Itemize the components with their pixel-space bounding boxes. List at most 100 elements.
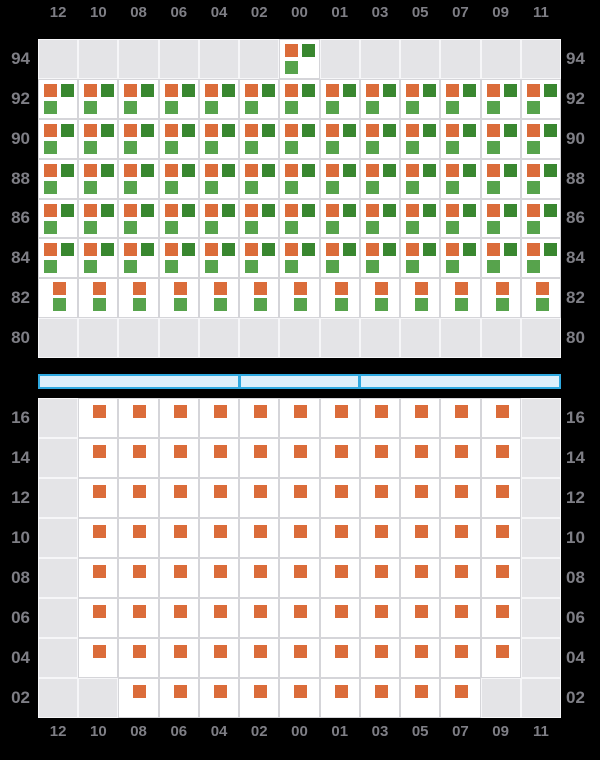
- cell-88-04[interactable]: [199, 159, 239, 199]
- cell-16-04[interactable]: [199, 398, 239, 438]
- cell-10-01[interactable]: [320, 518, 360, 558]
- cell-86-06[interactable]: [159, 199, 199, 239]
- cell-86-04[interactable]: [199, 199, 239, 239]
- cell-90-08[interactable]: [118, 119, 158, 159]
- cell-88-01[interactable]: [320, 159, 360, 199]
- cell-16-07[interactable]: [440, 398, 480, 438]
- cell-90-10[interactable]: [78, 119, 118, 159]
- cell-08-07[interactable]: [440, 558, 480, 598]
- cell-84-04[interactable]: [199, 238, 239, 278]
- slider-segment-divider[interactable]: [238, 374, 241, 389]
- cell-06-01[interactable]: [320, 598, 360, 638]
- cell-82-04[interactable]: [199, 278, 239, 318]
- cell-80-08[interactable]: [118, 318, 158, 358]
- cell-08-12[interactable]: [38, 558, 78, 598]
- cell-90-12[interactable]: [38, 119, 78, 159]
- cell-90-07[interactable]: [440, 119, 480, 159]
- cell-92-08[interactable]: [118, 79, 158, 119]
- cell-08-09[interactable]: [481, 558, 521, 598]
- cell-94-10[interactable]: [78, 39, 118, 79]
- cell-10-09[interactable]: [481, 518, 521, 558]
- cell-86-11[interactable]: [521, 199, 561, 239]
- cell-04-02[interactable]: [239, 638, 279, 678]
- cell-92-05[interactable]: [400, 79, 440, 119]
- cell-82-09[interactable]: [481, 278, 521, 318]
- cell-08-05[interactable]: [400, 558, 440, 598]
- cell-86-03[interactable]: [360, 199, 400, 239]
- cell-88-10[interactable]: [78, 159, 118, 199]
- cell-12-10[interactable]: [78, 478, 118, 518]
- cell-04-04[interactable]: [199, 638, 239, 678]
- cell-80-06[interactable]: [159, 318, 199, 358]
- cell-92-02[interactable]: [239, 79, 279, 119]
- cell-08-11[interactable]: [521, 558, 561, 598]
- cell-14-12[interactable]: [38, 438, 78, 478]
- cell-12-12[interactable]: [38, 478, 78, 518]
- cell-88-03[interactable]: [360, 159, 400, 199]
- cell-90-01[interactable]: [320, 119, 360, 159]
- cell-90-02[interactable]: [239, 119, 279, 159]
- cell-10-11[interactable]: [521, 518, 561, 558]
- cell-84-03[interactable]: [360, 238, 400, 278]
- cell-04-07[interactable]: [440, 638, 480, 678]
- cell-84-00[interactable]: [279, 238, 319, 278]
- cell-84-11[interactable]: [521, 238, 561, 278]
- cell-84-06[interactable]: [159, 238, 199, 278]
- cell-08-01[interactable]: [320, 558, 360, 598]
- cell-86-05[interactable]: [400, 199, 440, 239]
- cell-04-10[interactable]: [78, 638, 118, 678]
- cell-12-09[interactable]: [481, 478, 521, 518]
- cell-08-10[interactable]: [78, 558, 118, 598]
- cell-80-02[interactable]: [239, 318, 279, 358]
- cell-02-01[interactable]: [320, 678, 360, 718]
- cell-06-09[interactable]: [481, 598, 521, 638]
- cell-82-12[interactable]: [38, 278, 78, 318]
- cell-16-09[interactable]: [481, 398, 521, 438]
- cell-14-03[interactable]: [360, 438, 400, 478]
- cell-08-03[interactable]: [360, 558, 400, 598]
- cell-92-09[interactable]: [481, 79, 521, 119]
- cell-88-07[interactable]: [440, 159, 480, 199]
- cell-84-12[interactable]: [38, 238, 78, 278]
- cell-16-00[interactable]: [279, 398, 319, 438]
- cell-10-05[interactable]: [400, 518, 440, 558]
- cell-14-10[interactable]: [78, 438, 118, 478]
- cell-10-00[interactable]: [279, 518, 319, 558]
- cell-02-09[interactable]: [481, 678, 521, 718]
- cell-02-00[interactable]: [279, 678, 319, 718]
- cell-94-12[interactable]: [38, 39, 78, 79]
- cell-08-02[interactable]: [239, 558, 279, 598]
- cell-06-11[interactable]: [521, 598, 561, 638]
- cell-86-12[interactable]: [38, 199, 78, 239]
- cell-16-06[interactable]: [159, 398, 199, 438]
- cell-10-12[interactable]: [38, 518, 78, 558]
- cell-92-06[interactable]: [159, 79, 199, 119]
- cell-80-04[interactable]: [199, 318, 239, 358]
- cell-08-00[interactable]: [279, 558, 319, 598]
- cell-80-07[interactable]: [440, 318, 480, 358]
- cell-80-03[interactable]: [360, 318, 400, 358]
- cell-94-04[interactable]: [199, 39, 239, 79]
- cell-10-02[interactable]: [239, 518, 279, 558]
- cell-80-12[interactable]: [38, 318, 78, 358]
- cell-14-11[interactable]: [521, 438, 561, 478]
- cell-82-02[interactable]: [239, 278, 279, 318]
- cell-04-09[interactable]: [481, 638, 521, 678]
- cell-80-11[interactable]: [521, 318, 561, 358]
- cell-06-10[interactable]: [78, 598, 118, 638]
- cell-10-03[interactable]: [360, 518, 400, 558]
- cell-16-03[interactable]: [360, 398, 400, 438]
- cell-04-11[interactable]: [521, 638, 561, 678]
- cell-04-01[interactable]: [320, 638, 360, 678]
- cell-06-04[interactable]: [199, 598, 239, 638]
- cell-82-10[interactable]: [78, 278, 118, 318]
- cell-82-11[interactable]: [521, 278, 561, 318]
- cell-82-07[interactable]: [440, 278, 480, 318]
- cell-94-00[interactable]: [279, 39, 319, 79]
- cell-12-06[interactable]: [159, 478, 199, 518]
- cell-84-05[interactable]: [400, 238, 440, 278]
- cell-02-08[interactable]: [118, 678, 158, 718]
- cell-88-00[interactable]: [279, 159, 319, 199]
- cell-94-06[interactable]: [159, 39, 199, 79]
- cell-84-10[interactable]: [78, 238, 118, 278]
